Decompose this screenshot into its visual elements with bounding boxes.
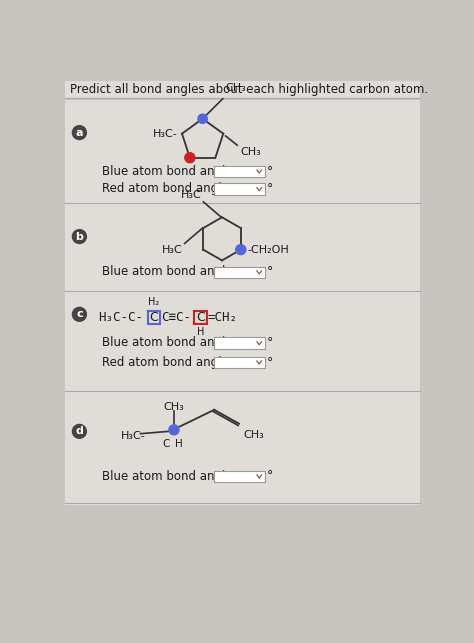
Text: H₂: H₂: [148, 298, 159, 307]
Text: Red atom bond angles  =: Red atom bond angles =: [102, 183, 252, 195]
Circle shape: [169, 425, 179, 435]
FancyBboxPatch shape: [214, 183, 264, 195]
Text: °: °: [267, 336, 273, 349]
FancyBboxPatch shape: [65, 81, 420, 98]
FancyBboxPatch shape: [65, 393, 420, 505]
Text: Predict all bond angles about each highlighted carbon atom.: Predict all bond angles about each highl…: [70, 83, 428, 96]
Text: H: H: [175, 439, 183, 449]
Text: CH₃: CH₃: [243, 430, 264, 440]
Text: d: d: [75, 426, 83, 437]
Text: a: a: [76, 127, 83, 138]
Text: C: C: [149, 311, 158, 324]
FancyBboxPatch shape: [65, 204, 420, 293]
Text: -CH₂OH: -CH₂OH: [248, 244, 290, 255]
Text: H₃C-: H₃C-: [154, 129, 178, 139]
FancyBboxPatch shape: [214, 338, 264, 349]
FancyBboxPatch shape: [65, 293, 420, 393]
Text: Blue atom bond angles  =: Blue atom bond angles =: [102, 266, 256, 278]
Circle shape: [73, 307, 86, 322]
Text: Blue atom bond angles  =: Blue atom bond angles =: [102, 165, 256, 177]
Text: H: H: [197, 327, 204, 338]
Text: CH₃: CH₃: [164, 402, 184, 412]
FancyBboxPatch shape: [65, 100, 420, 204]
Circle shape: [198, 114, 207, 123]
Circle shape: [73, 125, 86, 140]
FancyBboxPatch shape: [214, 267, 264, 278]
Text: CH₃: CH₃: [240, 147, 261, 158]
Text: °: °: [267, 356, 273, 368]
Circle shape: [236, 245, 246, 254]
Text: °: °: [267, 469, 273, 482]
Text: C≡C-: C≡C-: [161, 311, 191, 324]
Text: H₃C-C-: H₃C-C-: [98, 311, 143, 324]
Text: Blue atom bond angles  =: Blue atom bond angles =: [102, 336, 256, 349]
Text: CH₃: CH₃: [226, 84, 246, 93]
Text: °: °: [267, 165, 273, 177]
Text: C: C: [163, 439, 170, 449]
Text: C: C: [196, 311, 205, 324]
Text: c: c: [76, 309, 82, 320]
Circle shape: [73, 230, 86, 244]
Text: H₃C: H₃C: [181, 190, 202, 201]
FancyBboxPatch shape: [214, 471, 264, 482]
Text: Blue atom bond angles  =: Blue atom bond angles =: [102, 469, 256, 482]
FancyBboxPatch shape: [214, 166, 264, 177]
Text: °: °: [267, 266, 273, 278]
Text: H₃C-: H₃C-: [121, 431, 146, 441]
Text: =CH₂: =CH₂: [207, 311, 237, 324]
Text: °: °: [267, 183, 273, 195]
Text: H₃C: H₃C: [162, 245, 183, 255]
Text: Red atom bond angles  =: Red atom bond angles =: [102, 356, 252, 368]
Circle shape: [185, 153, 194, 163]
Circle shape: [73, 424, 86, 439]
Text: b: b: [75, 231, 83, 242]
FancyBboxPatch shape: [214, 357, 264, 368]
